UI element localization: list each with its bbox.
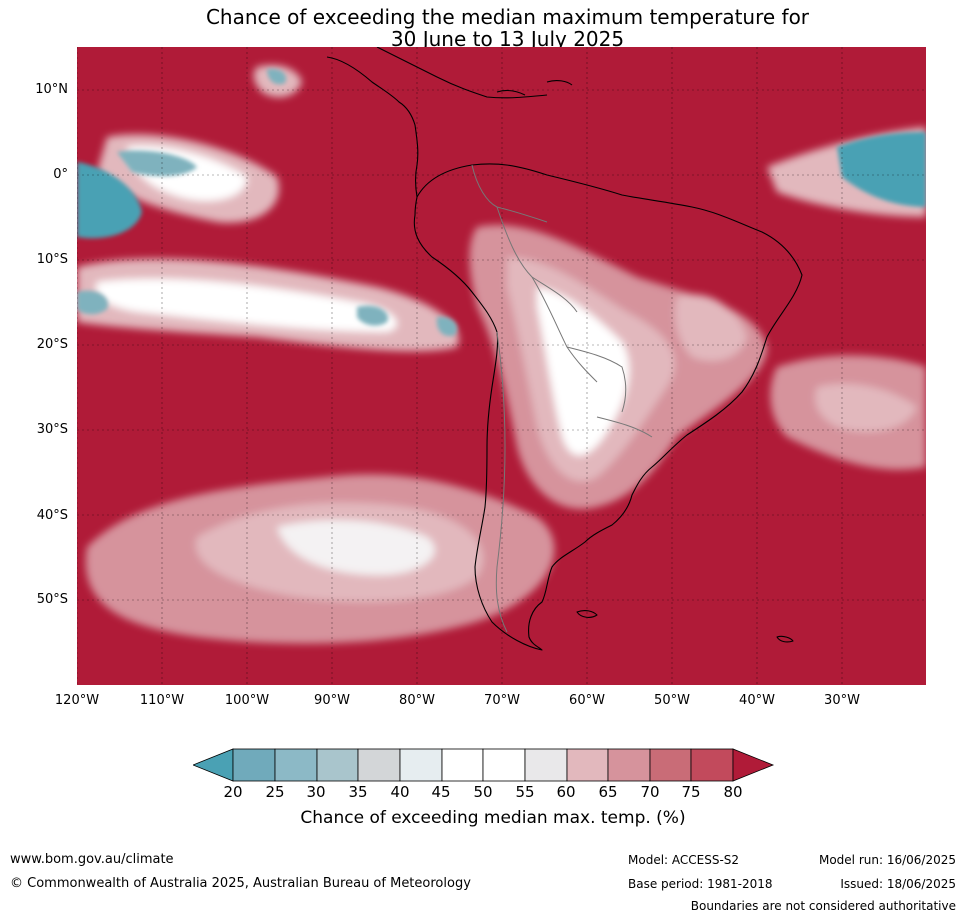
colorbar-tick-75: 75 <box>681 783 701 801</box>
west-pacific-blue-ring <box>117 150 197 177</box>
colorbar-tick-30: 30 <box>306 783 326 801</box>
east-atlantic-blue <box>837 132 926 207</box>
colorbar-above-80 <box>732 748 775 782</box>
colorbar-tick-55: 55 <box>515 783 535 801</box>
colorbar-below-20 <box>193 748 234 782</box>
map-title-line-2: 30 June to 13 July 2025 <box>390 27 625 51</box>
falkland-islands <box>576 610 598 618</box>
south-america-interior-inner <box>537 287 630 456</box>
lat-label-10s: 10°S <box>36 252 68 267</box>
lon-label-110w: 110°W <box>139 693 185 708</box>
footer-model-run: Model run: 16/06/2025 <box>818 853 956 867</box>
boundary-paraguay <box>566 346 627 413</box>
colorbar-35-40 <box>357 748 401 782</box>
lat-label-30s: 30°S <box>36 422 68 437</box>
lat-label-20s: 20°S <box>36 337 68 352</box>
colorbar-tick-70: 70 <box>640 783 660 801</box>
south-pacific-band-inner <box>277 520 435 576</box>
colorbar-tick-35: 35 <box>348 783 368 801</box>
colorbar <box>193 748 775 782</box>
colorbar-75-80 <box>690 748 734 782</box>
boundary-peru-brazil <box>496 206 578 313</box>
lon-label-100w: 100°W <box>224 693 270 708</box>
lat-label-0: 0° <box>53 167 68 182</box>
colorbar-25-30 <box>274 748 318 782</box>
probability-map <box>77 47 926 685</box>
colorbar-45-50 <box>441 748 484 782</box>
footer-url: www.bom.gov.au/climate <box>10 852 174 867</box>
pacific-equatorial-inner <box>96 278 398 332</box>
colorbar-30-35 <box>316 748 359 782</box>
lon-label-120w: 120°W <box>54 693 100 708</box>
map-title-line-1: Chance of exceeding the median maximum t… <box>205 5 810 29</box>
equatorial-blue-3 <box>436 316 458 337</box>
colorbar-50-55 <box>482 748 526 782</box>
lon-label-50w: 50°W <box>654 693 690 708</box>
north-blue-patch <box>267 68 287 85</box>
footer-disclaimer: Boundaries are not considered authoritat… <box>690 899 956 913</box>
equatorial-blue-2 <box>357 305 388 326</box>
colorbar-tick-50: 50 <box>473 783 493 801</box>
footer-model: Model: ACCESS-S2 <box>628 853 740 867</box>
colorbar-60-65 <box>566 748 609 782</box>
colorbar-70-75 <box>649 748 692 782</box>
footer-copyright: © Commonwealth of Australia 2025, Austra… <box>10 876 471 891</box>
colorbar-40-45 <box>399 748 443 782</box>
caribbean-coast <box>376 47 548 99</box>
colorbar-20-25 <box>232 748 276 782</box>
colorbar-tick-20: 20 <box>223 783 243 801</box>
west-pacific-blue <box>77 162 142 239</box>
colorbar-65-70 <box>607 748 651 782</box>
lat-label-40s: 40°S <box>36 508 68 523</box>
lon-label-70w: 70°W <box>484 693 520 708</box>
lat-label-10n: 10°N <box>35 82 68 97</box>
lon-label-90w: 90°W <box>314 693 350 708</box>
low-probability-fields <box>77 68 926 337</box>
south-atlantic-inner <box>815 383 917 432</box>
caribbean-islands <box>496 80 573 96</box>
colorbar-segments <box>193 748 775 782</box>
brazil-east-patch <box>675 294 747 361</box>
footer-issued: Issued: 18/06/2025 <box>840 877 956 891</box>
colorbar-label: Chance of exceeding median max. temp. (%… <box>300 808 686 828</box>
colorbar-tick-65: 65 <box>598 783 618 801</box>
colorbar-tick-60: 60 <box>556 783 576 801</box>
boundary-chile-argentina <box>495 331 508 633</box>
footer-base-period: Base period: 1981-2018 <box>628 877 773 891</box>
lon-label-40w: 40°W <box>739 693 775 708</box>
south-america-coastline <box>413 163 803 651</box>
lon-label-30w: 30°W <box>824 693 860 708</box>
lon-label-80w: 80°W <box>399 693 435 708</box>
lon-label-60w: 60°W <box>569 693 605 708</box>
colorbar-tick-40: 40 <box>390 783 410 801</box>
lat-label-50s: 50°S <box>36 592 68 607</box>
colorbar-tick-45: 45 <box>431 783 451 801</box>
south-georgia <box>776 635 794 643</box>
boundary-bolivia <box>531 276 598 383</box>
graticule <box>77 47 926 685</box>
colorbar-55-60 <box>524 748 568 782</box>
country-boundaries <box>471 164 653 633</box>
colorbar-tick-25: 25 <box>265 783 285 801</box>
colorbar-tick-80: 80 <box>723 783 743 801</box>
central-america-coastline <box>326 56 419 198</box>
equatorial-blue-1 <box>77 290 108 315</box>
boundary-uruguay <box>596 416 653 438</box>
coastlines <box>326 47 803 651</box>
